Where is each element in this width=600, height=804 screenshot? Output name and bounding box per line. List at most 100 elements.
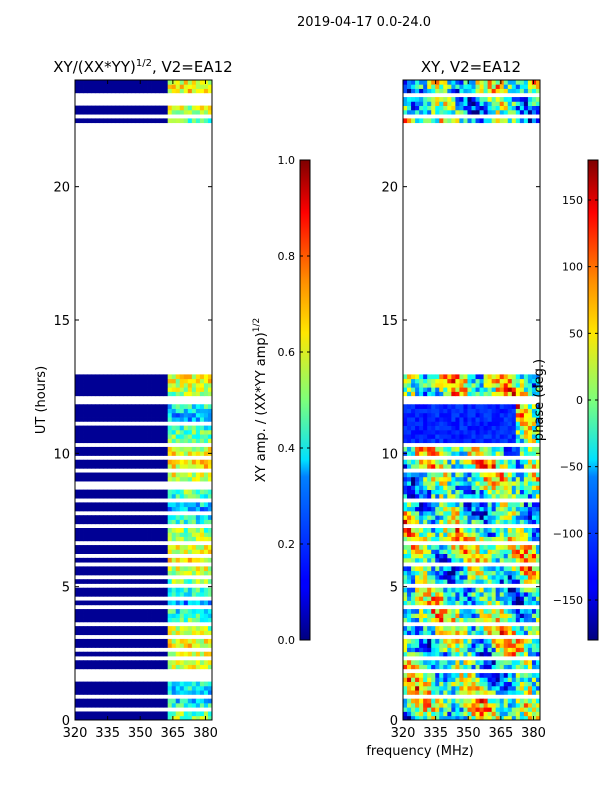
- heatmap-cell: [527, 387, 533, 392]
- heatmap-cell: [451, 510, 456, 516]
- heatmap-cell: [135, 664, 140, 670]
- heatmap-cell: [519, 118, 525, 124]
- heatmap-cell: [435, 425, 440, 431]
- heatmap-cell: [479, 97, 484, 102]
- heatmap-cell: [123, 549, 128, 554]
- heatmap-cell: [207, 532, 212, 537]
- heatmap-cell: [419, 97, 424, 102]
- heatmap-cell: [411, 690, 416, 695]
- heatmap-cell: [439, 528, 444, 533]
- heatmap-cell: [95, 643, 100, 648]
- heatmap-cell: [411, 506, 416, 512]
- heatmap-cell: [451, 506, 456, 512]
- heatmap-cell: [187, 528, 193, 533]
- heatmap-cell: [487, 545, 493, 550]
- heatmap-cell: [139, 609, 144, 614]
- heatmap-cell: [203, 536, 209, 542]
- heatmap-cell: [459, 510, 464, 516]
- heatmap-cell: [199, 459, 205, 465]
- heatmap-cell: [167, 374, 173, 380]
- heatmap-cell: [419, 673, 424, 678]
- heatmap-cell: [191, 118, 197, 124]
- heatmap-cell: [163, 587, 169, 593]
- heatmap-cell: [415, 630, 420, 636]
- heatmap-cell: [115, 643, 120, 648]
- amplitude-colorbar-ticks: 0.00.20.40.60.81.0: [278, 154, 310, 647]
- heatmap-cell: [463, 378, 468, 384]
- heatmap-cell: [519, 481, 525, 486]
- heatmap-cell: [75, 429, 80, 435]
- heatmap-cell: [527, 536, 533, 542]
- heatmap-cell: [459, 570, 464, 576]
- heatmap-cell: [439, 387, 444, 392]
- heatmap-cell: [519, 613, 525, 618]
- heatmap-cell: [463, 587, 468, 593]
- heatmap-cell: [83, 476, 88, 482]
- heatmap-cell: [507, 391, 513, 397]
- heatmap-cell: [79, 412, 84, 418]
- heatmap-cell: [403, 536, 408, 542]
- heatmap-cell: [419, 429, 424, 435]
- heatmap-cell: [175, 88, 181, 94]
- heatmap-cell: [155, 80, 161, 85]
- heatmap-cell: [191, 378, 197, 384]
- heatmap-cell: [131, 566, 136, 572]
- heatmap-cell: [483, 374, 489, 380]
- heatmap-cell: [471, 97, 476, 102]
- heatmap-cell: [183, 387, 189, 392]
- heatmap-cell: [515, 698, 521, 704]
- heatmap-cell: [91, 105, 96, 111]
- heatmap-cell: [467, 664, 472, 670]
- heatmap-cell: [407, 515, 412, 520]
- heatmap-cell: [135, 408, 140, 414]
- heatmap-cell: [207, 664, 212, 670]
- heatmap-cell: [411, 711, 416, 717]
- heatmap-cell: [123, 651, 128, 657]
- heatmap-cell: [483, 88, 489, 94]
- heatmap-cell: [91, 425, 96, 431]
- heatmap-cell: [463, 681, 468, 687]
- heatmap-cell: [495, 109, 501, 115]
- heatmap-cell: [163, 536, 169, 542]
- heatmap-cell: [423, 638, 428, 644]
- heatmap-cell: [183, 515, 189, 520]
- heatmap-cell: [471, 574, 476, 580]
- heatmap-cell: [195, 502, 201, 508]
- heatmap-cell: [123, 609, 128, 614]
- heatmap-cell: [155, 408, 161, 414]
- heatmap-cell: [107, 609, 112, 614]
- heatmap-cell: [175, 715, 181, 720]
- heatmap-cell: [115, 600, 120, 606]
- heatmap-cell: [411, 387, 416, 392]
- heatmap-cell: [435, 434, 440, 439]
- heatmap-cell: [455, 374, 460, 380]
- heatmap-cell: [447, 592, 452, 597]
- heatmap-cell: [467, 408, 472, 414]
- heatmap-cell: [531, 587, 537, 593]
- heatmap-cell: [123, 489, 128, 495]
- heatmap-cell: [499, 476, 505, 482]
- heatmap-cell: [415, 519, 420, 525]
- heatmap-cell: [95, 570, 100, 576]
- heatmap-cell: [175, 587, 181, 593]
- heatmap-cell: [79, 685, 84, 691]
- heatmap-cell: [415, 677, 420, 682]
- heatmap-cell: [183, 476, 189, 482]
- heatmap-cell: [155, 690, 161, 695]
- heatmap-cell: [419, 600, 424, 606]
- heatmap-cell: [519, 579, 525, 584]
- heatmap-cell: [431, 690, 436, 695]
- heatmap-cell: [447, 532, 452, 537]
- heatmap-cell: [139, 502, 144, 508]
- heatmap-cell: [451, 84, 456, 89]
- heatmap-cell: [415, 438, 420, 444]
- heatmap-cell: [119, 549, 124, 554]
- heatmap-cell: [171, 617, 177, 623]
- heatmap-cell: [503, 549, 509, 554]
- heatmap-cell: [107, 519, 112, 525]
- heatmap-cell: [135, 464, 140, 469]
- heatmap-cell: [103, 417, 108, 422]
- heatmap-cell: [435, 698, 440, 704]
- heatmap-cell: [179, 587, 185, 593]
- heatmap-cell: [483, 101, 489, 106]
